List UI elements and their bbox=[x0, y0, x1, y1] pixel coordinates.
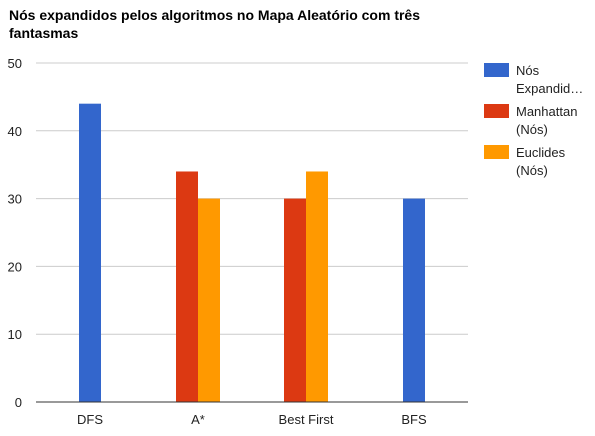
bar bbox=[79, 103, 101, 403]
x-tick-label: BFS bbox=[401, 412, 427, 427]
legend-label: (Nós) bbox=[516, 122, 548, 137]
y-tick-label: 50 bbox=[8, 56, 22, 71]
chart-title: Nós expandidos pelos algoritmos no Mapa … bbox=[9, 7, 421, 41]
y-tick-label: 10 bbox=[8, 327, 22, 342]
legend-label: (Nós) bbox=[516, 163, 548, 178]
bar bbox=[403, 198, 425, 402]
legend-swatch bbox=[484, 145, 509, 159]
x-tick-label: A* bbox=[191, 412, 205, 427]
y-tick-label: 20 bbox=[8, 259, 22, 274]
bar bbox=[198, 198, 220, 402]
y-tick-label: 30 bbox=[8, 192, 22, 207]
legend-swatch bbox=[484, 104, 509, 118]
legend-label: Nós bbox=[516, 63, 540, 78]
bar bbox=[306, 171, 328, 402]
bar bbox=[176, 171, 198, 402]
y-tick-label: 40 bbox=[8, 124, 22, 139]
bar bbox=[284, 198, 306, 402]
legend-swatch bbox=[484, 63, 509, 77]
legend-label: Expandid… bbox=[516, 81, 583, 96]
legend-label: Euclides bbox=[516, 145, 566, 160]
x-tick-label: Best First bbox=[279, 412, 334, 427]
legend-label: Manhattan bbox=[516, 104, 577, 119]
x-tick-label: DFS bbox=[77, 412, 103, 427]
y-tick-label: 0 bbox=[15, 395, 22, 410]
